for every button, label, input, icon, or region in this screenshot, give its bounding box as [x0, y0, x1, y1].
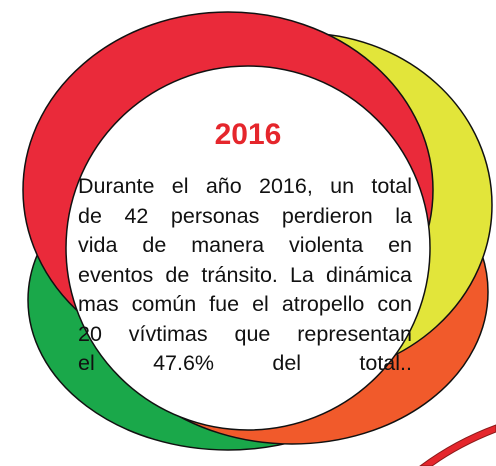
swoosh	[419, 424, 496, 466]
body-line: el 47.6% del total..	[78, 351, 412, 375]
body-text: Durante el año 2016, un total de 42 perso…	[78, 172, 412, 379]
body-line: vida de manera violenta en	[78, 233, 412, 257]
white-center	[65, 65, 431, 431]
body-line: 20 vívtimas que representan	[78, 321, 412, 346]
body-line: Durante el año 2016, un total	[78, 174, 412, 198]
body-line: de 42 personas perdieron la	[78, 203, 412, 228]
title: 2016	[214, 118, 282, 151]
body-line: eventos de tránsito. La dinámica	[78, 262, 412, 287]
body-line: mas común fue el atropello con	[78, 292, 412, 316]
